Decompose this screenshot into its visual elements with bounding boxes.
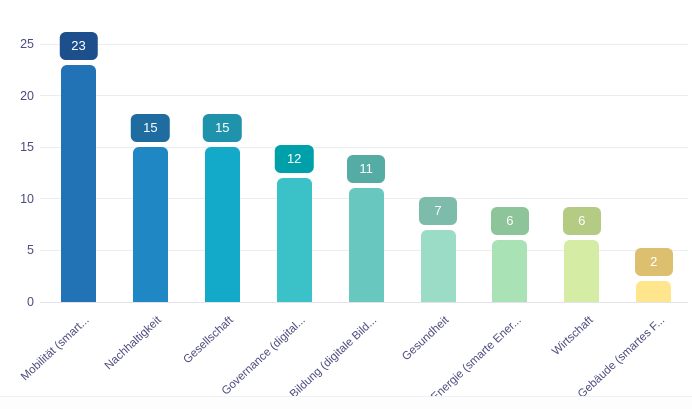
x-axis-label: Mobilität (smart... — [19, 314, 93, 384]
value-badge: 2 — [634, 248, 673, 277]
y-tick-label: 15 — [20, 140, 34, 155]
x-axis-label: Wirtschaft — [549, 314, 596, 358]
gridline — [40, 146, 688, 148]
x-axis-label: Gesundheit — [400, 314, 452, 364]
value-badge: 15 — [131, 114, 170, 143]
gridline — [40, 95, 688, 97]
value-badge: 15 — [203, 114, 242, 143]
bar[interactable] — [492, 240, 528, 302]
bar[interactable] — [348, 188, 384, 302]
value-badge: 7 — [419, 196, 457, 225]
y-tick-label: 20 — [20, 88, 34, 103]
value-badge: 6 — [490, 207, 529, 236]
y-tick-label: 10 — [20, 191, 34, 206]
bottom-divider — [0, 396, 692, 409]
x-axis-baseline — [40, 301, 688, 303]
y-tick-label: 25 — [20, 37, 34, 51]
x-axis-label: Nachhaltigkeit — [102, 314, 164, 373]
value-badge: 6 — [562, 207, 601, 236]
value-badge: 11 — [347, 155, 386, 184]
gridline — [40, 43, 688, 45]
x-axis-label: Gesellschaft — [181, 314, 236, 367]
bar[interactable] — [132, 147, 168, 302]
value-badge: 12 — [274, 145, 314, 174]
bar[interactable] — [204, 147, 240, 302]
bar[interactable] — [61, 64, 96, 302]
bar[interactable] — [420, 229, 456, 302]
bar[interactable] — [636, 281, 672, 302]
y-tick-label: 5 — [27, 243, 34, 258]
bar[interactable] — [276, 178, 312, 302]
bar[interactable] — [564, 240, 600, 302]
value-badge: 23 — [59, 31, 98, 60]
y-tick-label: 0 — [27, 295, 34, 309]
